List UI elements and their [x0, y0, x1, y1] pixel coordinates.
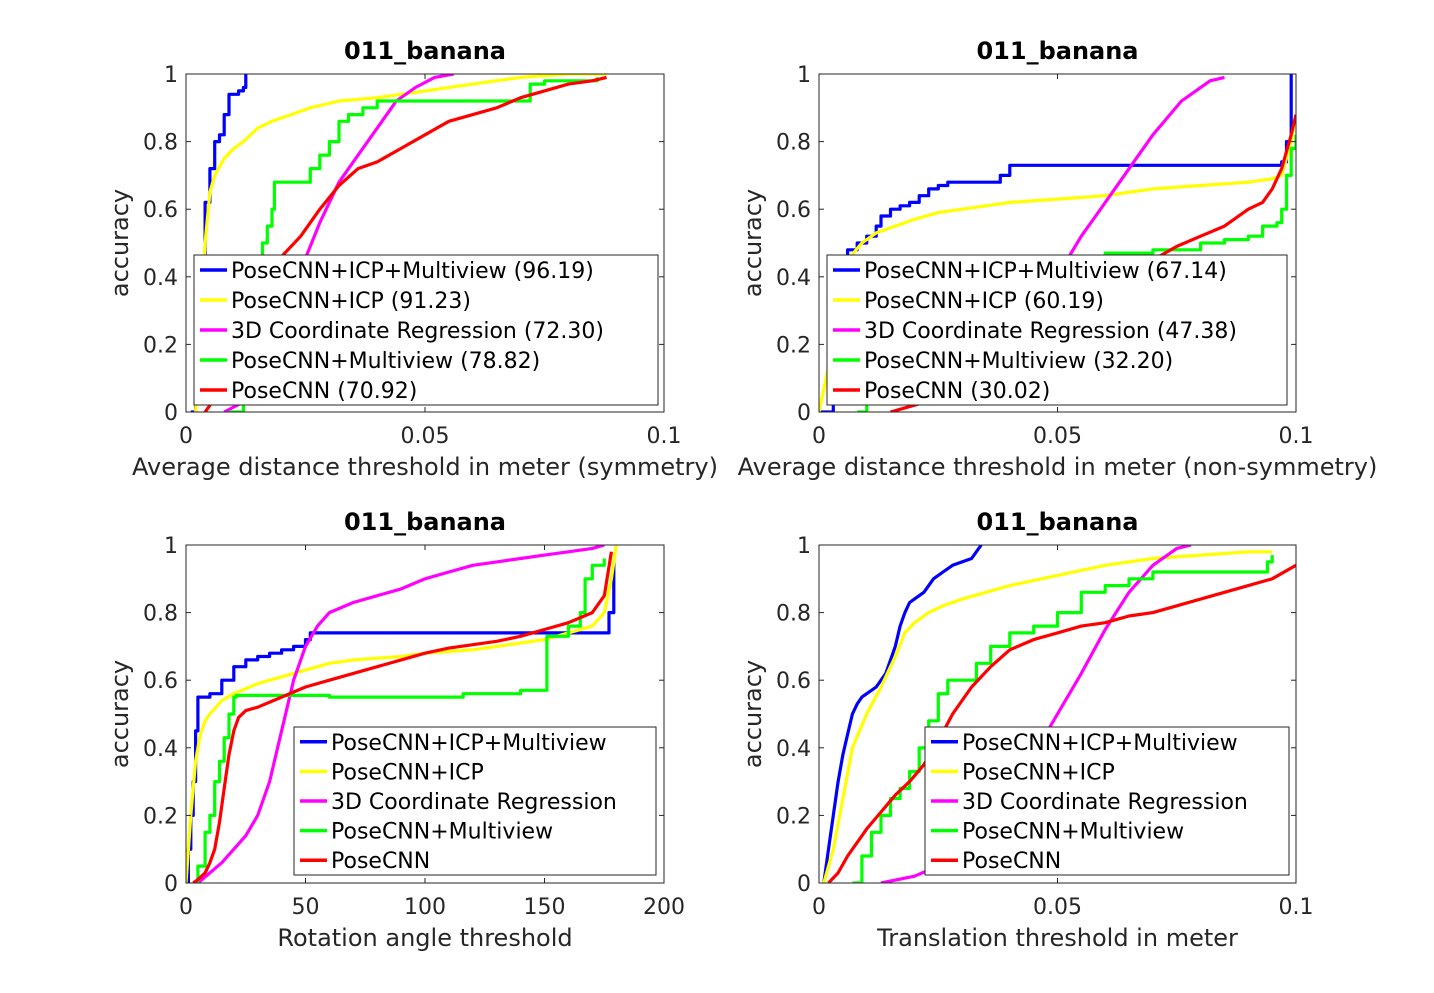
legend-box [193, 254, 659, 406]
y-tick-label: 0.2 [776, 804, 811, 829]
x-axis-label: Average distance threshold in meter (sym… [132, 453, 718, 481]
chart-title: 011_banana [976, 508, 1138, 536]
series-line-green [193, 558, 606, 883]
legend-label: 3D Coordinate Regression [331, 790, 617, 815]
chart-title: 011_banana [344, 37, 506, 65]
legend-label: PoseCNN+ICP [331, 760, 484, 785]
y-tick-label: 0.6 [776, 669, 811, 694]
legend: PoseCNN+ICP+Multiview (96.19) PoseCNN+ICP… [193, 254, 659, 406]
legend-label: PoseCNN+Multiview (32.20) [864, 349, 1173, 374]
legend-box [924, 726, 1290, 876]
x-axis-label: Rotation angle threshold [277, 924, 572, 952]
series-line-blue [822, 545, 983, 883]
y-tick-label: 0.6 [143, 669, 178, 694]
x-tick-label: 0 [812, 895, 826, 920]
y-tick-label: 0.8 [776, 131, 811, 156]
series-line-yellow [819, 114, 1296, 412]
series-line-magenta [1065, 75, 1225, 261]
y-axis-label: accuracy [739, 189, 767, 297]
y-axis-label: accuracy [106, 660, 134, 768]
y-tick-label: 1 [797, 534, 811, 559]
x-tick-label: 0.1 [1279, 424, 1314, 449]
x-tick-label: 150 [524, 895, 566, 920]
y-tick-label: 0.4 [776, 737, 811, 762]
x-tick-label: 0.05 [401, 424, 450, 449]
x-tick-label: 0 [179, 895, 193, 920]
series-line-yellow [186, 545, 618, 883]
y-tick-label: 0.2 [143, 333, 178, 358]
y-tick-label: 0.8 [776, 602, 811, 627]
chart-panel-2: 0 0.05 0.1 0 0.2 0.4 0.6 0.8 1 011_banana Average … [738, 37, 1378, 481]
chart-title: 011_banana [976, 37, 1138, 65]
legend-label: PoseCNN+ICP+Multiview (96.19) [231, 259, 594, 284]
x-axis-label: Translation threshold in meter [876, 924, 1238, 952]
y-axis-label: accuracy [106, 189, 134, 297]
series-group [186, 545, 618, 883]
y-tick-label: 0.4 [143, 266, 178, 291]
x-tick-label: 100 [404, 895, 446, 920]
series-line-green [852, 555, 1274, 883]
y-tick-label: 0.8 [143, 602, 178, 627]
y-tick-label: 1 [797, 63, 811, 88]
legend: PoseCNN+ICP+Multiview (67.14) PoseCNN+ICP… [826, 254, 1288, 406]
y-tick-label: 0.2 [776, 333, 811, 358]
legend-label: PoseCNN+ICP [962, 760, 1115, 785]
series-line-yellow [194, 74, 607, 412]
y-tick-label: 1 [164, 534, 178, 559]
series-line-green [229, 77, 599, 412]
series-line-magenta [196, 545, 605, 883]
legend-label: PoseCNN+Multiview [331, 820, 553, 845]
y-tick-label: 0.2 [143, 804, 178, 829]
legend: PoseCNN+ICP+Multiview PoseCNN+ICP 3D Coord… [293, 726, 657, 876]
y-tick-label: 0.6 [776, 198, 811, 223]
x-tick-label: 0 [179, 424, 193, 449]
legend-label: PoseCNN+ICP (91.23) [231, 289, 471, 314]
legend-label: PoseCNN+Multiview [962, 820, 1184, 845]
chart-panel-1: 0 0.05 0.1 0 0.2 0.4 0.6 0.8 1 011_banana Average … [106, 37, 718, 481]
legend-label: PoseCNN [962, 849, 1061, 874]
series-line-red [192, 551, 613, 883]
legend-box [826, 254, 1288, 406]
legend-label: PoseCNN+ICP+Multiview [962, 731, 1238, 756]
y-axis-label: accuracy [739, 660, 767, 768]
legend-label: 3D Coordinate Regression [962, 790, 1248, 815]
x-tick-label: 0.1 [1279, 895, 1314, 920]
legend-label: 3D Coordinate Regression (72.30) [231, 319, 604, 344]
x-tick-label: 0.05 [1033, 424, 1082, 449]
y-tick-label: 0.8 [143, 131, 178, 156]
y-tick-label: 0.4 [776, 266, 811, 291]
legend-box [293, 726, 657, 876]
x-tick-label: 0.05 [1033, 895, 1082, 920]
legend-label: PoseCNN (30.02) [864, 379, 1050, 404]
x-tick-label: 200 [643, 895, 685, 920]
y-tick-label: 0.6 [143, 198, 178, 223]
y-tick-label: 0 [164, 401, 178, 426]
legend: PoseCNN+ICP+Multiview PoseCNN+ICP 3D Coord… [924, 726, 1290, 876]
x-tick-label: 0.1 [647, 424, 682, 449]
chart-panel-4: 0 0.05 0.1 0 0.2 0.4 0.6 0.8 1 011_banana Translat… [739, 508, 1314, 952]
y-tick-label: 1 [164, 63, 178, 88]
y-tick-label: 0 [164, 872, 178, 897]
legend-label: PoseCNN [331, 849, 430, 874]
y-tick-label: 0 [797, 401, 811, 426]
chart-title: 011_banana [344, 508, 506, 536]
legend-label: 3D Coordinate Regression (47.38) [864, 319, 1237, 344]
legend-label: PoseCNN+Multiview (78.82) [231, 349, 540, 374]
x-tick-label: 0 [812, 424, 826, 449]
series-line-yellow [822, 550, 1273, 883]
legend-label: PoseCNN+ICP+Multiview (67.14) [864, 259, 1227, 284]
legend-label: PoseCNN+ICP (60.19) [864, 289, 1104, 314]
y-tick-label: 0.4 [143, 737, 178, 762]
chart-panel-3: 0 50 100 150 200 0 0.2 0.4 0.6 0.8 1 011_banana Rota… [106, 508, 685, 952]
legend-label: PoseCNN (70.92) [231, 379, 417, 404]
series-line-red [827, 563, 1296, 883]
x-axis-label: Average distance threshold in meter (non… [738, 453, 1378, 481]
y-tick-label: 0 [797, 872, 811, 897]
legend-label: PoseCNN+ICP+Multiview [331, 731, 607, 756]
x-tick-label: 50 [292, 895, 320, 920]
